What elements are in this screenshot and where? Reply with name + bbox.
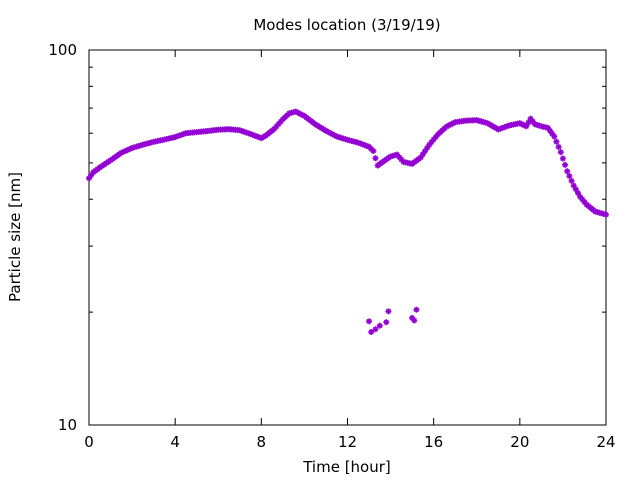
chart-title: Modes location (3/19/19) <box>253 16 440 34</box>
y-axis-title: Particle size [nm] <box>6 172 24 302</box>
x-tick-label: 4 <box>170 433 180 451</box>
x-tick-label: 16 <box>424 433 443 451</box>
data-point <box>555 143 562 150</box>
data-point <box>413 306 420 313</box>
y-tick-label: 100 <box>48 41 77 59</box>
data-point <box>562 161 569 168</box>
y-tick-label: 10 <box>58 416 77 434</box>
x-tick-label: 8 <box>257 433 267 451</box>
data-point <box>603 211 609 218</box>
data-point <box>368 329 375 336</box>
data-point <box>385 308 392 315</box>
x-tick-label: 0 <box>84 433 94 451</box>
data-point <box>564 168 571 175</box>
x-axis-title: Time [hour] <box>302 458 391 476</box>
data-point <box>568 177 575 184</box>
data-point <box>553 138 560 145</box>
data-point <box>557 149 564 156</box>
data-point <box>372 326 379 333</box>
data-series <box>86 108 609 336</box>
data-point <box>370 147 377 154</box>
x-tick-label: 20 <box>510 433 529 451</box>
x-axis-tick-labels: 0 4 8 12 16 20 24 <box>84 433 615 451</box>
y-axis-tick-labels: 10 100 <box>48 41 77 434</box>
x-tick-label: 24 <box>596 433 615 451</box>
data-point <box>411 317 418 324</box>
x-tick-label: 12 <box>338 433 357 451</box>
axis-ticks <box>88 49 607 426</box>
data-point <box>366 318 373 325</box>
data-point <box>551 133 558 140</box>
data-point <box>544 124 551 131</box>
data-point <box>566 173 573 180</box>
data-point <box>376 322 383 329</box>
data-point <box>383 319 390 326</box>
data-point <box>559 155 566 162</box>
data-point <box>372 155 379 162</box>
